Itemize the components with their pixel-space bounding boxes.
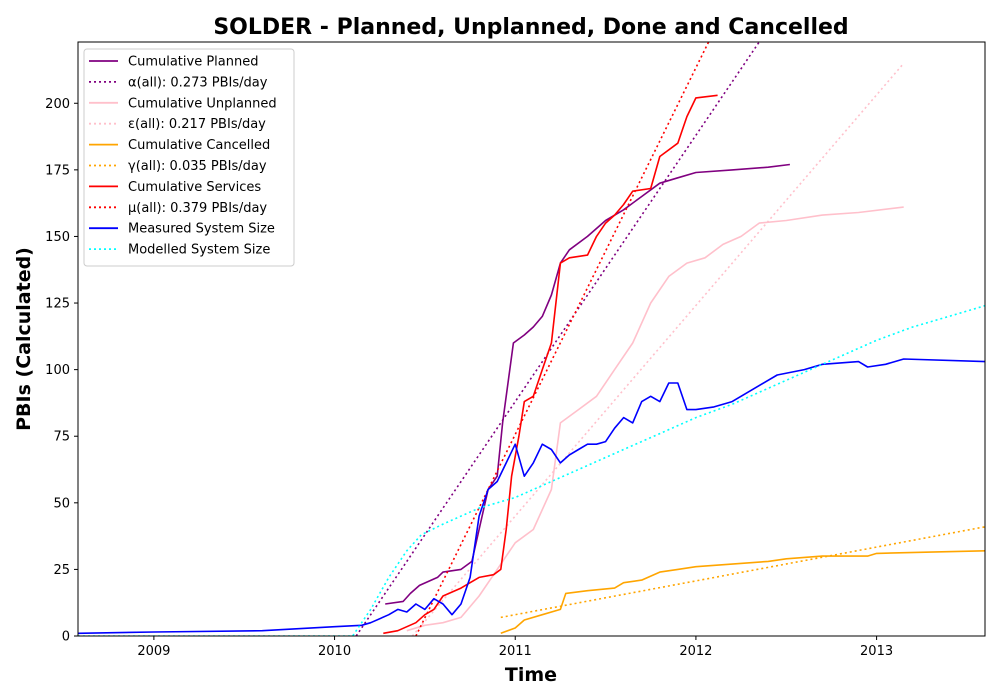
chart-title: SOLDER - Planned, Unplanned, Done and Ca… — [213, 15, 848, 40]
y-axis-label: PBIs (Calculated) — [13, 247, 35, 431]
legend-label-6: Cumulative Services — [128, 180, 261, 195]
legend-label-3: ε(all): 0.217 PBIs/day — [128, 117, 266, 132]
legend-label-8: Measured System Size — [128, 222, 275, 237]
series-line-6 — [383, 94, 718, 635]
legend-label-4: Cumulative Cancelled — [128, 138, 270, 153]
legend-label-5: γ(all): 0.035 PBIs/day — [128, 159, 267, 174]
y-tick-label: 175 — [45, 163, 70, 178]
series-line-1 — [355, 42, 760, 636]
legend-label-2: Cumulative Unplanned — [128, 96, 277, 111]
x-tick-label: 2009 — [137, 644, 170, 659]
series-line-3 — [411, 62, 905, 636]
legend-label-1: α(all): 0.273 PBIs/day — [128, 75, 268, 90]
legend-label-9: Modelled System Size — [128, 243, 270, 258]
x-axis-label: Time — [505, 664, 557, 686]
legend-box — [83, 48, 295, 267]
series-line-7 — [415, 42, 710, 636]
legend-label-7: μ(all): 0.379 PBIs/day — [128, 201, 267, 216]
x-tick-label: 2013 — [860, 644, 893, 659]
y-tick-label: 125 — [45, 297, 70, 312]
y-tick-label: 75 — [53, 430, 70, 445]
series-line-2 — [406, 206, 904, 632]
y-tick-label: 200 — [45, 97, 70, 112]
x-tick-label: 2010 — [318, 644, 351, 659]
plot-frame — [77, 41, 986, 637]
axis-ticks: 2009 2010 2011 2012 2013 0 25 50 75 100 125 150 175 2… — [45, 97, 893, 659]
y-tick-label: 50 — [53, 496, 70, 511]
series-line-8 — [78, 358, 985, 635]
y-tick-label: 0 — [62, 630, 70, 645]
x-tick-label: 2012 — [679, 644, 712, 659]
series-line-4 — [500, 550, 985, 635]
series-line-0 — [385, 163, 790, 605]
series-line-5 — [500, 526, 985, 619]
y-tick-label: 100 — [45, 363, 70, 378]
y-tick-label: 150 — [45, 230, 70, 245]
plot-area — [78, 42, 985, 636]
y-tick-label: 25 — [53, 563, 70, 578]
series-line-9 — [78, 304, 985, 636]
legend-label-0: Cumulative Planned — [128, 55, 258, 70]
x-tick-label: 2011 — [499, 644, 532, 659]
legend: Cumulative Planned α(all): 0.273 PBIs/day… — [83, 48, 295, 267]
